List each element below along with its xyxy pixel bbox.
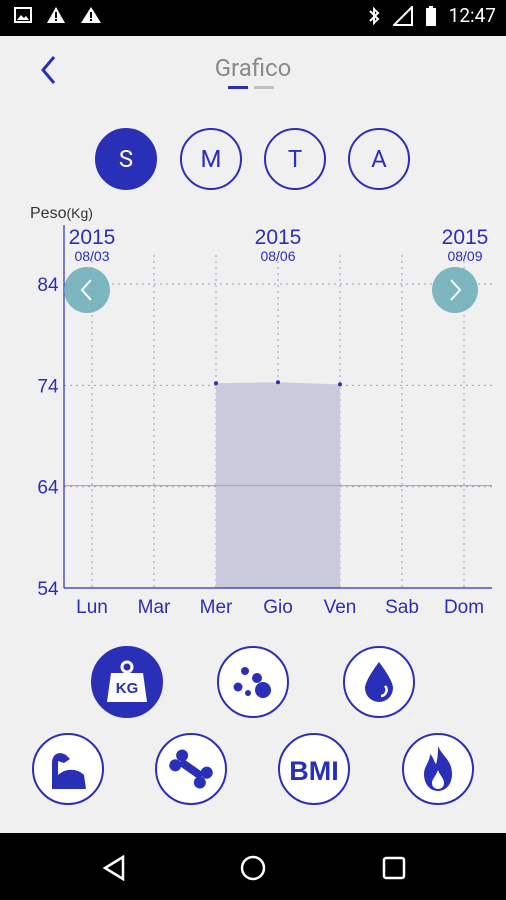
date-header-date: 08/09 — [447, 248, 482, 264]
y-tick-label: 84 — [37, 275, 59, 296]
bone-icon — [169, 749, 213, 789]
date-header-year: 2015 — [255, 226, 302, 249]
calorie-button[interactable] — [402, 733, 474, 805]
bluetooth-icon — [368, 6, 380, 25]
circle-home-icon — [240, 855, 266, 881]
period-label: T — [287, 145, 303, 173]
back-button[interactable] — [32, 52, 66, 88]
body-fat-button[interactable] — [217, 646, 289, 718]
page-dot-active — [228, 86, 248, 89]
square-recents-icon — [382, 856, 406, 880]
page-dot — [254, 86, 274, 89]
battery-icon — [425, 5, 436, 26]
status-time: 12:47 — [448, 4, 496, 27]
period-label: A — [371, 145, 387, 173]
y-axis-label: Peso(Kg) — [30, 205, 93, 222]
body-water-button[interactable] — [343, 646, 415, 718]
data-point — [276, 380, 280, 385]
signal-icon — [392, 5, 413, 26]
nav-home-button[interactable] — [235, 851, 271, 885]
weight-kg-button[interactable]: KG — [91, 646, 163, 718]
prev-week-button[interactable] — [64, 267, 110, 313]
x-tick-label: Gio — [263, 597, 293, 618]
bone-button[interactable] — [155, 733, 227, 805]
page-title: Grafico — [214, 54, 292, 82]
calorie-flame-icon — [424, 746, 452, 791]
data-point — [338, 382, 342, 387]
bmi-button[interactable]: BMI — [278, 733, 350, 805]
next-week-button[interactable] — [432, 267, 478, 313]
alert-triangle-icon — [47, 7, 65, 23]
period-week-button[interactable]: S — [95, 128, 157, 190]
bmi-icon: BMI — [289, 756, 339, 786]
kg-label: KG — [116, 680, 139, 697]
page-indicator — [228, 86, 274, 89]
data-area — [216, 382, 340, 588]
x-tick-label: Lun — [76, 597, 108, 618]
y-tick-label: 74 — [37, 376, 59, 397]
system-navigation-bar — [0, 833, 506, 900]
data-point — [214, 381, 218, 386]
period-quarter-button[interactable]: T — [264, 128, 326, 190]
fat-icon — [233, 667, 271, 698]
triangle-back-icon — [102, 854, 125, 882]
nav-back-button[interactable] — [96, 851, 132, 885]
period-year-button[interactable]: A — [348, 128, 410, 190]
muscle-button[interactable] — [32, 733, 104, 805]
period-label: S — [118, 145, 134, 173]
y-tick-label: 64 — [37, 478, 59, 499]
x-tick-label: Mer — [200, 597, 233, 618]
chevron-right-icon — [450, 279, 462, 301]
weight-kg-icon: KG — [107, 660, 147, 702]
image-icon — [14, 7, 32, 23]
date-header-year: 2015 — [69, 226, 116, 249]
period-label: M — [200, 145, 222, 173]
header: Grafico — [0, 36, 506, 106]
water-icon — [365, 662, 393, 702]
x-tick-label: Ven — [324, 597, 357, 618]
period-month-button[interactable]: M — [180, 128, 242, 190]
status-bar: 12:47 — [0, 0, 506, 36]
date-header-date: 08/06 — [260, 248, 295, 264]
nav-recents-button[interactable] — [376, 851, 412, 885]
y-tick-label: 54 — [37, 579, 59, 600]
x-tick-label: Sab — [385, 597, 419, 618]
x-tick-label: Mar — [138, 597, 171, 618]
date-header-year: 2015 — [442, 226, 489, 249]
x-tick-label: Dom — [444, 597, 484, 618]
chevron-left-icon — [41, 56, 56, 84]
date-header-date: 08/03 — [74, 248, 109, 264]
chevron-left-icon — [80, 279, 92, 301]
muscle-icon — [52, 753, 86, 789]
bmi-label: BMI — [289, 756, 339, 786]
warning-icon — [81, 7, 101, 23]
weight-chart: Peso(Kg) 84 74 64 54 Lun Mar Mer Gio Ven Sab Dom 20… — [30, 205, 492, 618]
